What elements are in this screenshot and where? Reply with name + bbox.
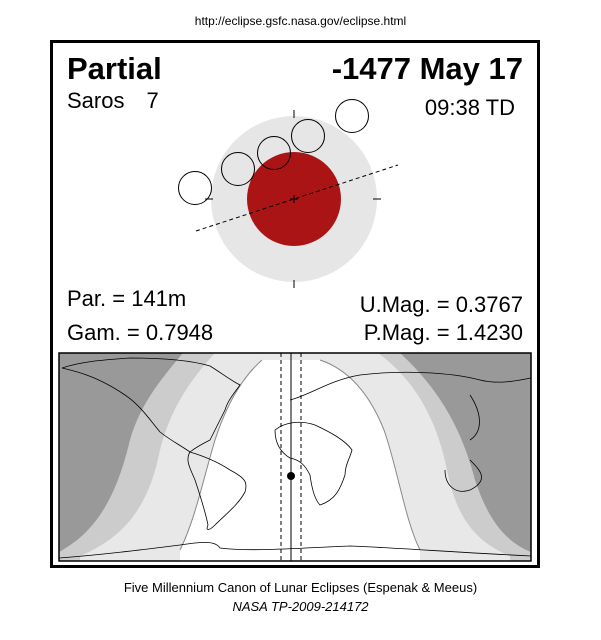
diagram-frame [50,40,540,568]
band-visible [180,360,420,561]
greatest-eclipse-point [287,472,295,480]
eclipse-date: -1477 May 17 [331,51,523,86]
axis-ticks [205,110,381,288]
eclipse-type: Partial [67,51,162,86]
moon-positions [178,99,369,205]
partial-duration: Par. = 141m [67,286,187,311]
moon-greatest [257,136,291,170]
africa [274,421,353,506]
penumbral-magnitude: P.Mag. = 1.4230 [363,320,523,345]
south-america [187,451,247,530]
visibility-map [59,353,531,561]
source-url: http://eclipse.gsfc.nasa.gov/eclipse.htm… [194,14,407,28]
eurasia [289,371,531,492]
ecliptic-line [195,164,399,232]
saros-number: 7 [146,88,159,113]
antarctica [59,541,531,559]
north-america [61,357,241,453]
footer-publication: NASA TP-2009-214172 [232,599,369,614]
moon-p1 [178,171,212,205]
saros-label: Saros 7 [67,88,159,114]
eclipse-time: 09:38 TD [424,95,515,120]
coastlines [59,357,531,559]
saros-text: Saros [67,88,125,113]
gamma: Gam. = 0.7948 [67,320,214,345]
moon-p4 [335,99,369,133]
umbral-magnitude: U.Mag. = 0.3767 [359,292,523,317]
map-border [58,352,532,562]
moon-u1 [221,152,255,186]
footer-citation: Five Millennium Canon of Lunar Eclipses … [123,580,478,595]
contact-line [179,359,421,551]
moon-u4 [291,119,325,153]
